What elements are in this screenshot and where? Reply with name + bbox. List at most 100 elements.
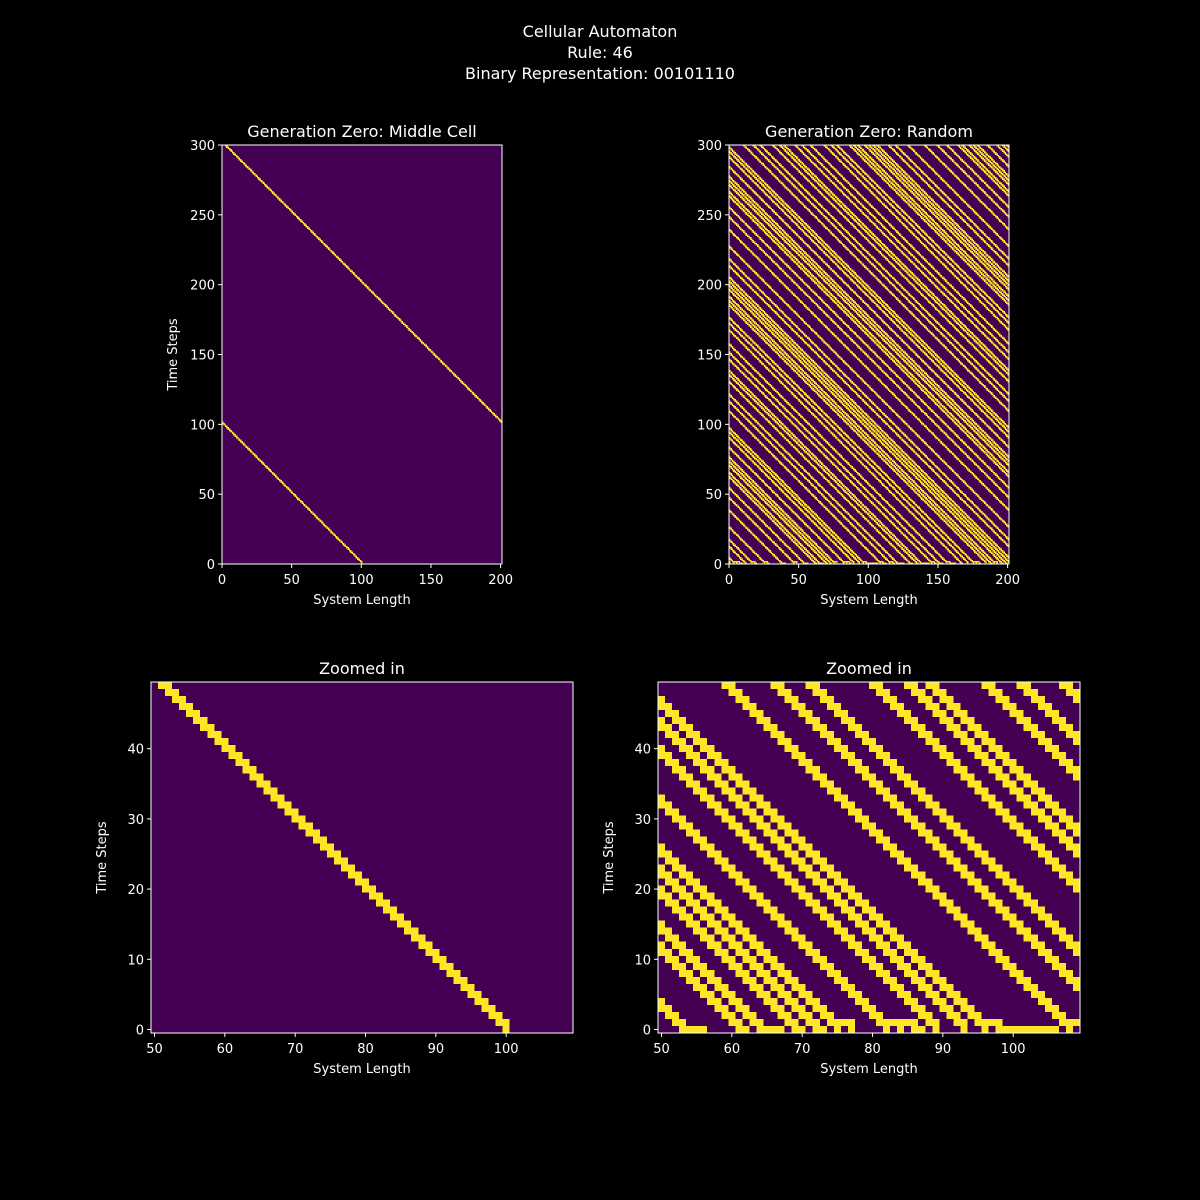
- heatmap-cell: [425, 346, 429, 348]
- heatmap-cell: [967, 540, 970, 542]
- heatmap-cell: [898, 476, 902, 478]
- heatmap-cell: [231, 432, 235, 435]
- heatmap-cell: [974, 442, 977, 444]
- heatmap-cell: [932, 494, 936, 496]
- heatmap-cell: [840, 482, 844, 485]
- heatmap-cell: [761, 460, 764, 463]
- heatmap-cell: [793, 466, 796, 468]
- heatmap-cell: [999, 557, 1003, 559]
- heatmap-cell: [832, 474, 835, 477]
- heatmap-cell: [752, 481, 756, 483]
- heatmap-cell: [1007, 557, 1009, 559]
- heatmap-cell: [809, 538, 813, 541]
- heatmap-cell: [754, 536, 757, 538]
- heatmap-cell: [908, 470, 912, 472]
- heatmap-cell: [947, 400, 951, 402]
- heatmap-cell: [735, 464, 739, 467]
- heatmap-cell: [957, 436, 961, 439]
- heatmap-cell: [990, 376, 994, 379]
- heatmap-cell: [972, 545, 976, 548]
- heatmap-cell: [974, 492, 977, 495]
- heatmap-cell: [981, 420, 984, 422]
- heatmap-cell: [878, 431, 881, 433]
- heatmap-cell: [252, 172, 256, 175]
- heatmap-cell: [928, 505, 931, 507]
- heatmap-cell: [905, 395, 909, 397]
- heatmap-cell: [735, 517, 739, 520]
- heatmap-cell: [876, 395, 880, 397]
- heatmap-cell: [851, 382, 855, 384]
- heatmap-cell: [957, 547, 961, 549]
- heatmap-cell: [745, 449, 749, 451]
- heatmap-cell: [943, 411, 947, 414]
- heatmap-cell: [988, 526, 991, 528]
- heatmap-cell: [950, 403, 954, 405]
- heatmap-cell: [944, 374, 948, 376]
- heatmap-cell: [847, 513, 851, 516]
- heatmap-cell: [779, 445, 782, 447]
- heatmap-cell: [804, 428, 808, 430]
- heatmap-cell: [855, 428, 859, 430]
- heatmap-cell: [939, 508, 943, 510]
- heatmap-cell: [989, 520, 993, 523]
- heatmap-cell: [805, 448, 809, 450]
- heatmap-cell: [911, 554, 915, 556]
- heatmap-cell: [734, 503, 738, 506]
- heatmap-cell: [816, 550, 820, 552]
- heatmap-cell: [744, 397, 748, 400]
- heatmap-cell: [811, 413, 814, 415]
- heatmap-cell: [729, 557, 731, 559]
- heatmap-cell: [779, 548, 782, 551]
- heatmap-cell: [914, 415, 918, 418]
- heatmap-cell: [841, 488, 845, 490]
- heatmap-cell: [830, 540, 834, 542]
- heatmap-cell: [809, 404, 813, 407]
- heatmap-cell: [794, 410, 798, 412]
- heatmap-cell: [748, 481, 752, 483]
- heatmap-cell: [742, 554, 746, 556]
- heatmap-cell: [818, 501, 821, 503]
- heatmap-cell: [935, 392, 938, 394]
- heatmap-cell: [777, 496, 781, 499]
- heatmap-cell: [893, 382, 897, 384]
- heatmap-cell: [956, 445, 959, 447]
- heatmap-cell: [786, 375, 789, 377]
- heatmap-cell: [935, 492, 938, 495]
- heatmap-cell: [854, 431, 858, 433]
- heatmap-cell: [956, 509, 959, 511]
- heatmap-cell: [754, 396, 757, 398]
- heatmap-cell: [939, 470, 943, 472]
- heatmap-cell: [859, 432, 863, 435]
- heatmap-cell: [879, 526, 883, 528]
- heatmap-cell: [929, 382, 933, 384]
- heatmap-cell: [737, 555, 741, 558]
- heatmap-cell: [1006, 495, 1009, 497]
- heatmap-cell: [776, 495, 780, 497]
- heatmap-cell: [847, 378, 851, 380]
- heatmap-cell: [885, 551, 888, 553]
- heatmap-cell: [228, 149, 232, 151]
- heatmap-cell: [770, 552, 774, 555]
- heatmap-cell: [929, 378, 933, 380]
- heatmap-cell: [797, 501, 801, 503]
- heatmap-cell: [885, 462, 888, 464]
- heatmap-cell: [811, 484, 814, 486]
- heatmap-cell: [936, 415, 940, 418]
- heatmap-cell: [802, 445, 806, 447]
- heatmap-cell: [942, 558, 945, 560]
- heatmap-cell: [854, 520, 858, 523]
- heatmap-cell: [937, 540, 941, 542]
- heatmap-cell: [293, 494, 296, 496]
- heatmap-cell: [837, 469, 841, 471]
- heatmap-cell: [766, 526, 770, 528]
- heatmap-cell: [773, 446, 777, 449]
- heatmap-cell: [754, 378, 757, 380]
- heatmap-cell: [779, 374, 782, 376]
- heatmap-cell: [852, 406, 856, 408]
- heatmap-cell: [765, 381, 769, 383]
- heatmap-cell: [930, 410, 934, 412]
- heatmap-cell: [996, 460, 1000, 463]
- heatmap-cell: [765, 534, 769, 537]
- heatmap-cell: [812, 443, 816, 446]
- heatmap-cell: [759, 383, 763, 386]
